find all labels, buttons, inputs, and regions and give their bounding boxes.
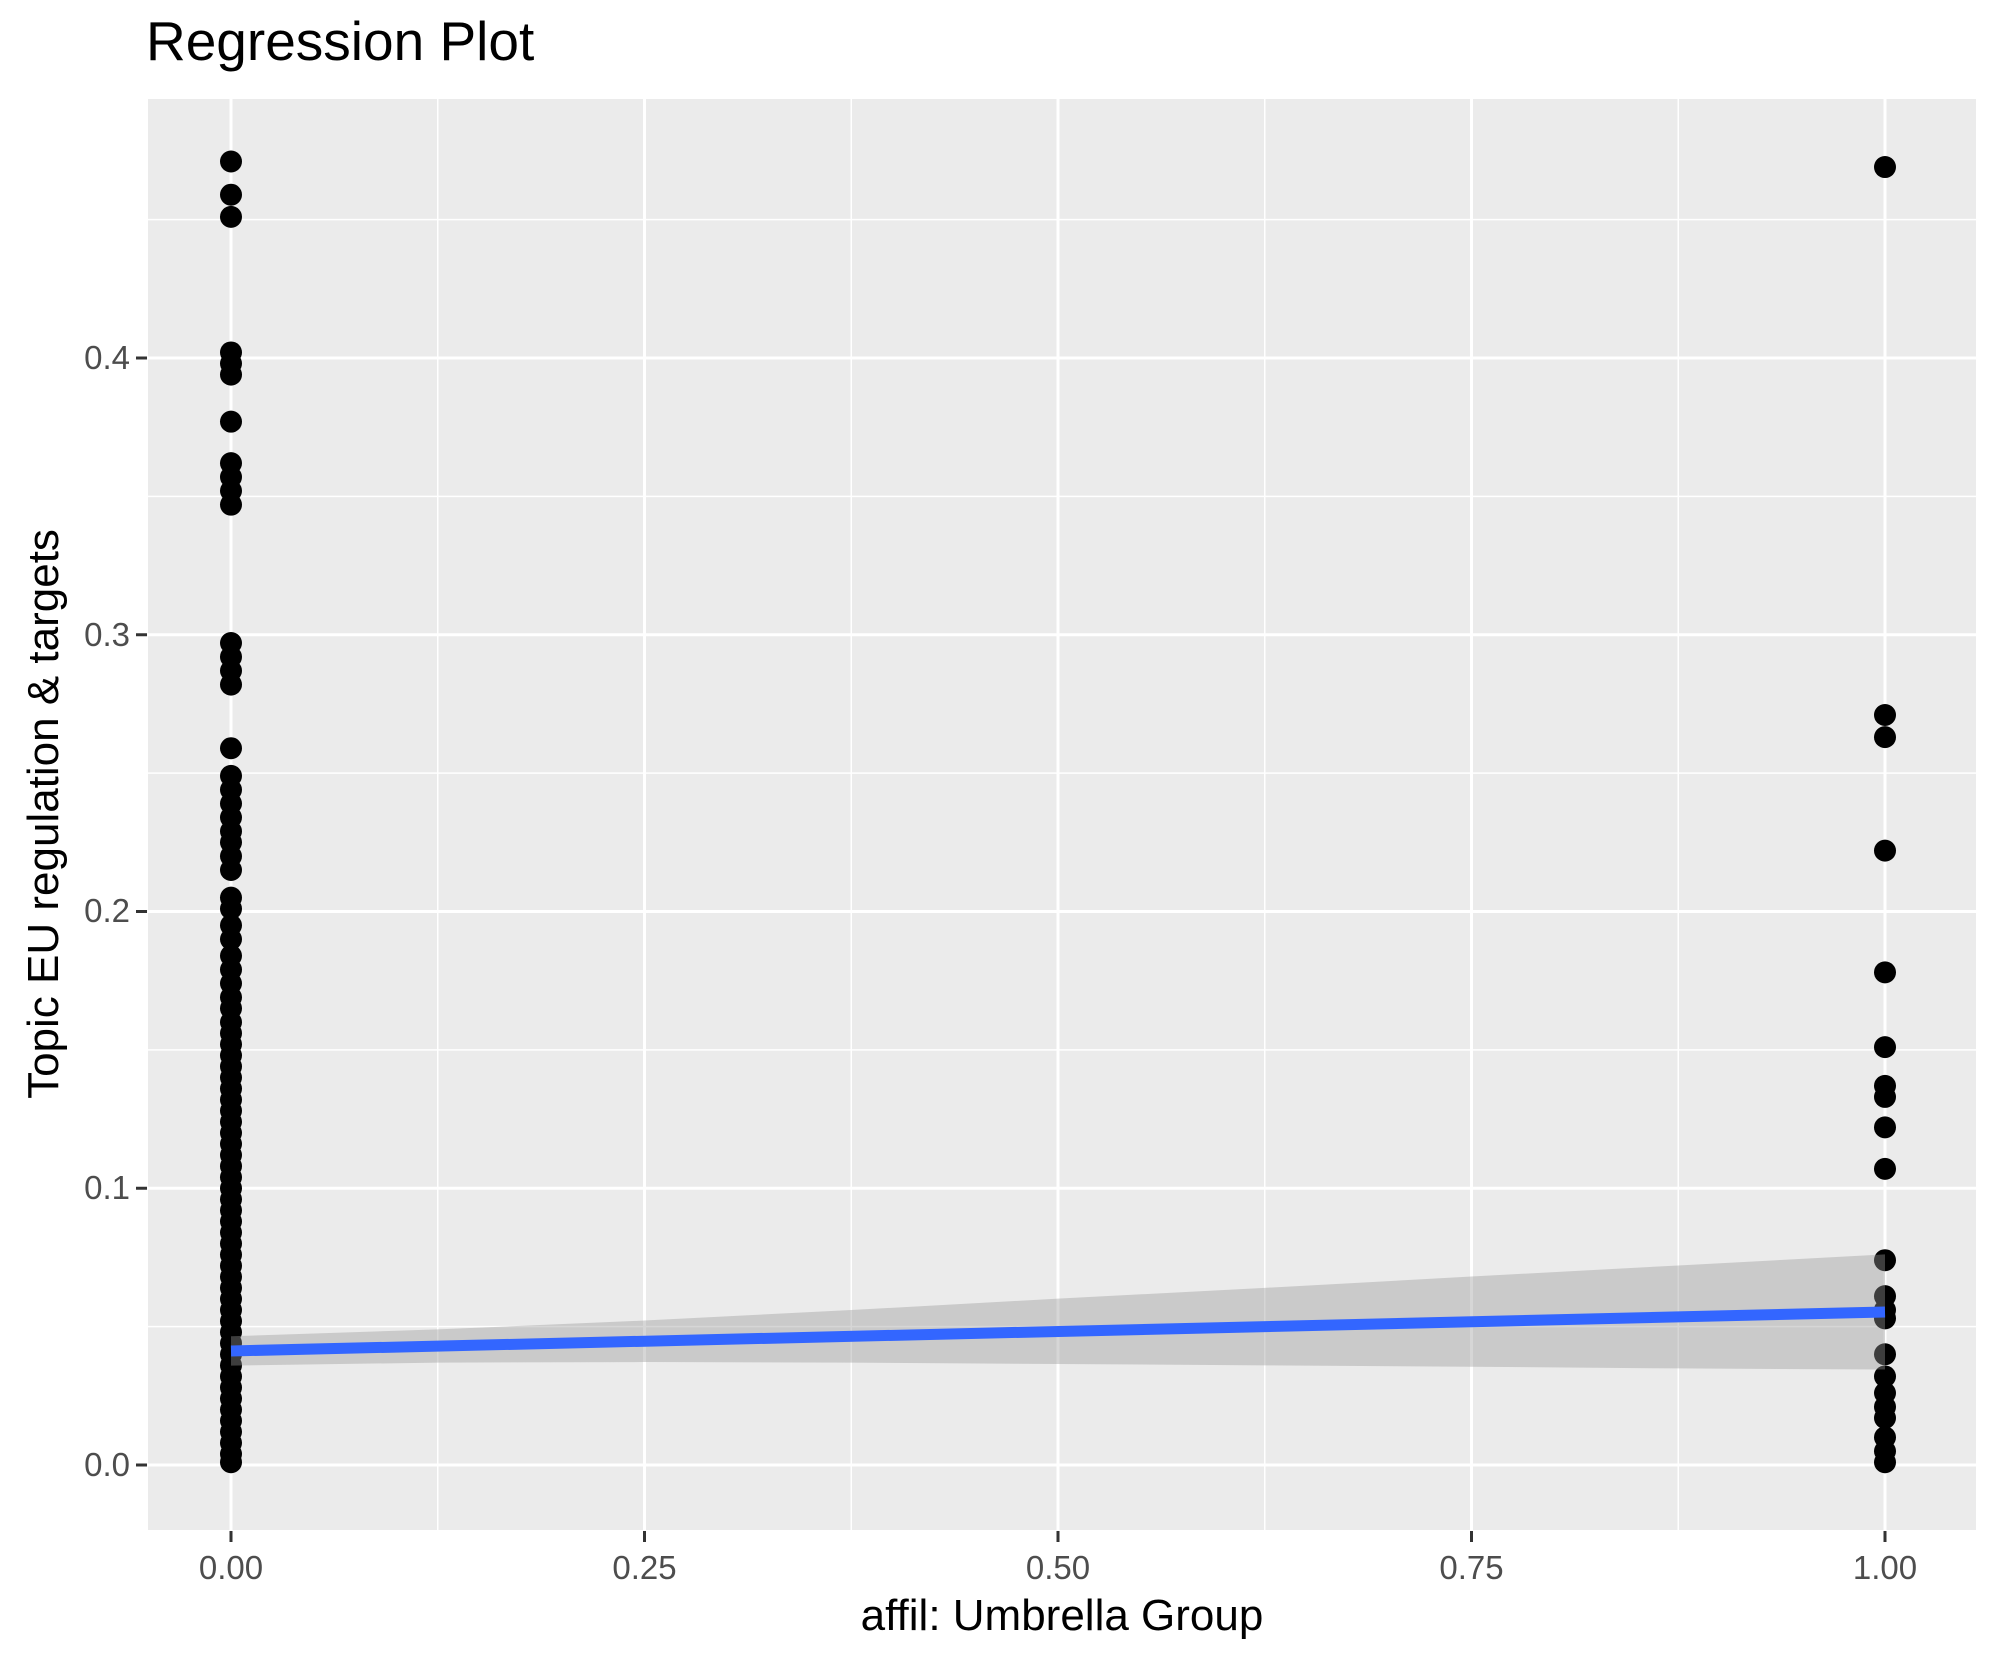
data-point: [1874, 1036, 1896, 1059]
data-point: [1874, 156, 1896, 179]
y-tick-label-1: 0.1: [84, 1169, 130, 1206]
x-tick-label-4: 1.00: [1852, 1549, 1918, 1586]
data-point: [220, 363, 242, 386]
data-point: [220, 928, 242, 951]
data-point: [1874, 1406, 1896, 1429]
y-tick-label-4: 0.4: [84, 339, 130, 376]
x-tick-label-3: 0.75: [1439, 1549, 1504, 1586]
panel-background: [148, 99, 1976, 1530]
y-tick-label-2: 0.2: [84, 892, 130, 929]
y-axis-title-text: Topic EU regulation & targets: [19, 529, 68, 1099]
data-point: [220, 673, 242, 696]
data-point: [220, 410, 242, 433]
x-tick-label-1: 0.25: [612, 1549, 677, 1586]
data-point: [1874, 1116, 1896, 1139]
data-point: [1874, 1085, 1896, 1108]
data-point: [220, 897, 242, 920]
x-tick-label-2: 0.50: [1025, 1549, 1091, 1586]
data-point: [1874, 839, 1896, 862]
plot-title: Regression Plot: [146, 10, 535, 72]
x-axis-title: affil: Umbrella Group: [860, 1591, 1264, 1640]
data-point: [1874, 1365, 1896, 1388]
data-point: [1874, 726, 1896, 749]
data-point: [220, 493, 242, 516]
data-point: [1874, 1157, 1896, 1180]
y-tick-label-3: 0.3: [84, 616, 130, 653]
data-point: [220, 737, 242, 760]
data-point: [220, 183, 242, 206]
data-point: [1874, 1343, 1896, 1366]
data-point: [220, 150, 242, 173]
x-tick-label-0: 0.00: [198, 1549, 264, 1586]
data-point: [1874, 1249, 1896, 1272]
data-point: [1874, 704, 1896, 727]
regression-line: [230, 1306, 1886, 1357]
data-point: [220, 858, 242, 881]
y-tick-label-0: 0.0: [84, 1446, 130, 1483]
data-point: [1874, 1451, 1896, 1474]
data-point: [220, 1451, 242, 1474]
data-point: [220, 205, 242, 228]
data-point: [1874, 961, 1896, 984]
